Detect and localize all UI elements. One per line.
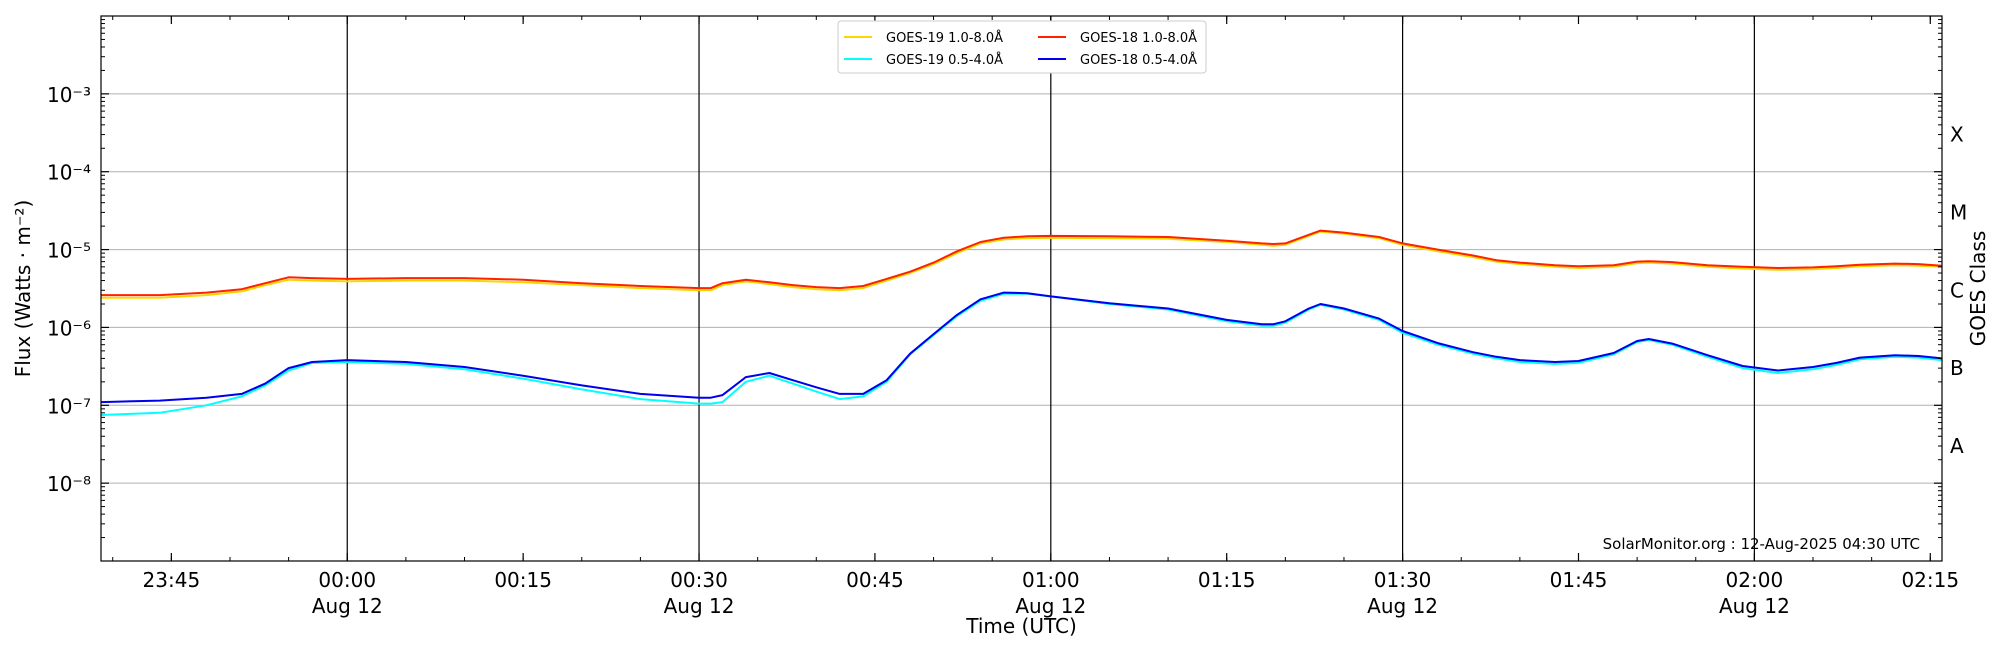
goes-class-x-label: X [1950, 123, 1964, 147]
y-tick-label: 10⁻⁷ [47, 394, 91, 418]
legend-label: GOES-19 1.0-8.0Å [886, 30, 1003, 46]
x-axis-title: Time (UTC) [965, 614, 1077, 638]
x-tick-label: 01:45 [1550, 568, 1608, 592]
goes-class-c-label: C [1950, 278, 1964, 302]
x-tick-label: 00:45 [846, 568, 904, 592]
right-axis-title: GOES Class [1966, 231, 1990, 347]
legend-label: GOES-18 0.5-4.0Å [1080, 52, 1197, 68]
day-boundary-lines [346, 16, 1755, 561]
plot-frame [100, 15, 1943, 562]
y-tick-label: 10⁻⁶ [47, 316, 91, 340]
legend-box [837, 20, 1207, 74]
series-line-3 [100, 291, 1943, 404]
x-tick-label: 00:30 [670, 568, 728, 592]
x-tick-label: 01:15 [1198, 568, 1256, 592]
goes-class-a-label: A [1950, 434, 1964, 458]
x-tick-label: 00:15 [494, 568, 552, 592]
grid-lines [101, 93, 1942, 484]
credit-text: SolarMonitor.org : 12-Aug-2025 04:30 UTC [1603, 535, 1920, 553]
x-tick-label: 01:00 [1022, 568, 1080, 592]
legend-label: GOES-18 1.0-8.0Å [1080, 30, 1197, 46]
series-line-1 [101, 229, 1943, 297]
y-tick-label: 10⁻⁸ [47, 472, 91, 496]
x-tick-label: 00:00 [318, 568, 376, 592]
y-axis-title: Flux (Watts · m⁻²) [11, 200, 35, 378]
x-tick-label: 23:45 [143, 568, 201, 592]
series-line-2 [100, 292, 1943, 416]
legend-label: GOES-19 0.5-4.0Å [886, 52, 1003, 68]
y-axis-ticks: 10⁻⁸ 10⁻⁷ 10⁻⁶ 10⁻⁵ 10⁻⁴ 10⁻³ [47, 19, 1942, 539]
x-tick-date-label: Aug 12 [664, 594, 735, 618]
series-line-0 [101, 230, 1943, 299]
legend: GOES-19 1.0-8.0Å GOES-19 0.5-4.0Å GOES-18 … [837, 20, 1207, 74]
goes-class-b-label: B [1950, 356, 1964, 380]
y-tick-label: 10⁻⁴ [47, 161, 91, 185]
x-tick-date-label: Aug 12 [1015, 594, 1086, 618]
x-tick-date-label: Aug 12 [312, 594, 383, 618]
x-tick-label: 02:00 [1726, 568, 1784, 592]
y-tick-label: 10⁻⁵ [47, 239, 91, 263]
y-tick-label: 10⁻³ [47, 83, 91, 107]
goes-class-labels: A B C M X [1950, 123, 1967, 458]
series-lines [100, 229, 1943, 416]
goes-class-m-label: M [1950, 200, 1967, 224]
x-tick-label: 02:15 [1901, 568, 1959, 592]
x-tick-date-label: Aug 12 [1719, 594, 1790, 618]
x-tick-label: 01:30 [1374, 568, 1432, 592]
x-tick-date-label: Aug 12 [1367, 594, 1438, 618]
